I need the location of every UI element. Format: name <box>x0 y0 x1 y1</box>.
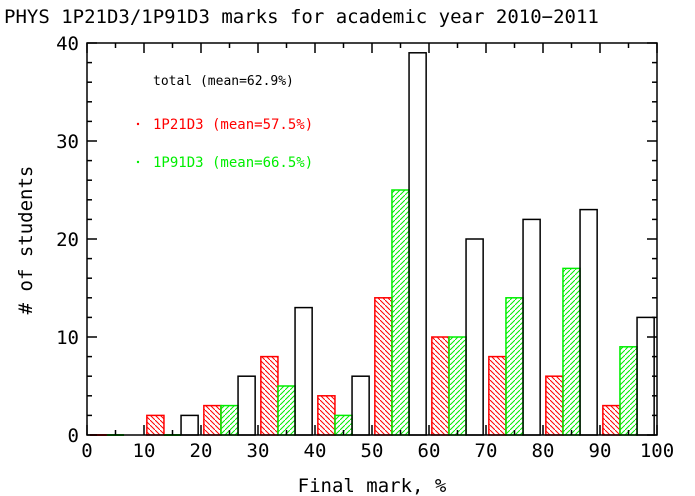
bar-1P21D3-70-80 <box>488 355 507 436</box>
bar-1P21D3-40-50 <box>317 395 336 436</box>
bar-1P21D3-80-90 <box>545 375 564 436</box>
bar-total-80-90 <box>579 208 598 436</box>
y-tick-label: 40 <box>56 33 79 55</box>
x-tick-label: 20 <box>190 440 213 462</box>
bar-1P21D3-50-60 <box>374 297 393 436</box>
y-tick-label: 30 <box>56 131 79 153</box>
x-tick-label: 10 <box>133 440 156 462</box>
bar-1P21D3-10-20 <box>146 414 165 436</box>
legend-marker-1P91D3 <box>136 160 140 164</box>
bar-total-70-80 <box>522 218 541 436</box>
x-tick-label: 0 <box>81 440 92 462</box>
legend-entry-1P21D3: 1P21D3 (mean=57.5%) <box>153 117 313 133</box>
x-tick-label: 60 <box>418 440 441 462</box>
x-axis-label: Final mark, % <box>298 475 447 496</box>
legend-entry-1P91D3: 1P91D3 (mean=66.5%) <box>153 155 313 171</box>
y-tick-label: 20 <box>56 229 79 251</box>
x-tick-label: 50 <box>361 440 384 462</box>
x-tick-label: 80 <box>532 440 555 462</box>
x-tick-label: 90 <box>589 440 612 462</box>
y-axis-label: # of students <box>15 166 37 315</box>
bar-total-50-60 <box>408 52 427 436</box>
y-tick-label: 0 <box>68 425 79 447</box>
bar-1P91D3-70-80 <box>505 297 524 436</box>
bar-1P21D3-20-30 <box>203 404 222 436</box>
bar-1P91D3-90-100 <box>619 346 638 436</box>
legend-entry-total: total (mean=62.9%) <box>153 74 294 89</box>
y-tick-label: 10 <box>56 327 79 349</box>
bar-total-30-40 <box>294 306 313 436</box>
x-tick-label: 100 <box>640 440 674 462</box>
bar-1P91D3-50-60 <box>391 189 410 436</box>
x-tick-label: 40 <box>304 440 327 462</box>
bar-total-60-70 <box>465 238 484 436</box>
bar-total-40-50 <box>351 375 370 436</box>
bar-1P91D3-30-40 <box>277 385 296 436</box>
chart-title: PHYS 1P21D3/1P91D3 marks for academic ye… <box>4 6 599 28</box>
bar-total-20-30 <box>237 375 256 436</box>
bar-1P91D3-80-90 <box>562 267 581 436</box>
legend-marker-1P21D3 <box>136 122 140 126</box>
bar-1P21D3-60-70 <box>431 336 450 436</box>
x-tick-label: 30 <box>247 440 270 462</box>
bar-1P91D3-60-70 <box>448 336 467 436</box>
bar-1P21D3-30-40 <box>260 355 279 436</box>
x-tick-label: 70 <box>475 440 498 462</box>
bar-total-90-100 <box>636 316 655 436</box>
bar-1P21D3-90-100 <box>602 404 621 436</box>
bar-total-10-20 <box>180 414 199 436</box>
